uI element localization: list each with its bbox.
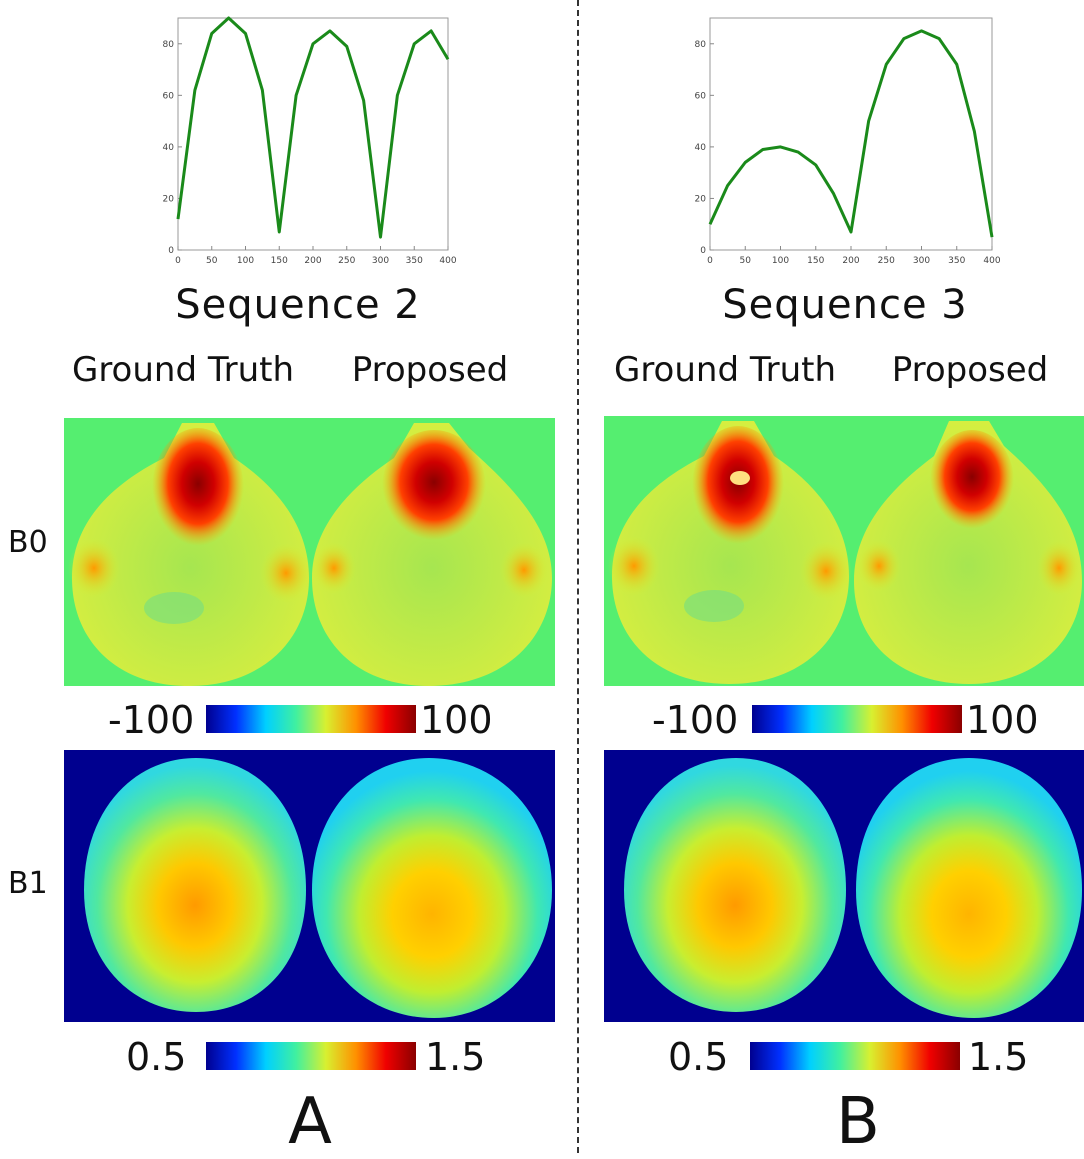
y-tick-label: 40 [163, 143, 175, 153]
y-tick-label: 20 [163, 194, 175, 204]
x-tick-label: 350 [948, 256, 965, 266]
x-tick-label: 150 [271, 256, 288, 266]
b0-field-map-a [64, 418, 555, 686]
panel-divider [577, 0, 579, 1153]
proposed-b1-slice [312, 758, 552, 1018]
x-tick-label: 200 [842, 256, 859, 266]
plot-frame [709, 17, 993, 251]
ground-truth-label-a: Ground Truth [71, 350, 295, 390]
proposed-label-b: Proposed [891, 350, 1049, 390]
x-tick-label: 150 [807, 256, 824, 266]
x-tick-label: 250 [878, 256, 895, 266]
x-tick-label: 300 [372, 256, 389, 266]
b0-colorbar-a [206, 705, 416, 733]
b1-colorbar-min-b: 0.5 [668, 1035, 729, 1079]
ground-truth-label-b: Ground Truth [613, 350, 837, 390]
b0-colorbar-min-a: -100 [108, 698, 195, 742]
proposed-b0-slice [854, 421, 1082, 684]
ground-truth-b1-slice [84, 758, 306, 1012]
x-tick-label: 100 [772, 256, 789, 266]
b0-colorbar-max-b: 100 [966, 698, 1039, 742]
flip-angle-series-line [708, 29, 994, 238]
y-tick-label: 20 [695, 194, 707, 204]
ground-truth-b1-slice [624, 758, 846, 1012]
b1-field-map-a [64, 750, 555, 1022]
x-tick-label: 0 [175, 256, 181, 266]
b0-row-label: B0 [8, 525, 48, 560]
sequence-3-flip-angle-plot: 0 50 100 150 200 250 300 350 400 0 20 40 60 80 [695, 17, 1001, 266]
proposed-b1-slice [856, 758, 1082, 1018]
x-tick-label: 400 [439, 256, 456, 266]
x-tick-label: 300 [913, 256, 930, 266]
y-tick-label: 0 [700, 246, 706, 256]
b1-row-label: B1 [8, 866, 48, 901]
x-tick-label: 50 [740, 256, 752, 266]
b1-colorbar-min-a: 0.5 [126, 1035, 187, 1079]
y-tick-label: 60 [163, 91, 175, 101]
b1-colorbar-max-a: 1.5 [425, 1035, 486, 1079]
y-tick-label: 80 [695, 40, 707, 50]
b0-colorbar-max-a: 100 [420, 698, 493, 742]
ground-truth-b0-slice [608, 421, 852, 684]
x-tick-label: 250 [338, 256, 355, 266]
y-tick-label: 40 [695, 143, 707, 153]
sequence-3-title: Sequence 3 [722, 282, 968, 328]
ground-truth-b0-slice [68, 423, 312, 686]
x-tick-label: 400 [983, 256, 1000, 266]
y-tick-label: 80 [163, 40, 175, 50]
x-tick-label: 0 [707, 256, 713, 266]
proposed-label-a: Proposed [351, 350, 509, 390]
proposed-b0-slice [312, 423, 552, 686]
b0-field-map-b [604, 416, 1084, 686]
flip-angle-series-line [176, 16, 450, 239]
b1-colorbar-b [750, 1042, 960, 1070]
plot-frame [177, 17, 449, 251]
x-tick-label: 350 [406, 256, 423, 266]
sequence-2-flip-angle-plot: 0 50 100 150 200 250 300 350 400 0 20 40 60 80 [163, 16, 457, 266]
y-tick-label: 60 [695, 91, 707, 101]
x-tick-label: 100 [237, 256, 254, 266]
y-tick-label: 0 [168, 246, 174, 256]
panel-label-a: A [288, 1085, 332, 1159]
x-tick-label: 200 [304, 256, 321, 266]
b0-colorbar-b [752, 705, 962, 733]
b0-colorbar-min-b: -100 [652, 698, 739, 742]
sequence-2-title: Sequence 2 [175, 282, 421, 328]
b1-colorbar-max-b: 1.5 [968, 1035, 1029, 1079]
b1-colorbar-a [206, 1042, 416, 1070]
b1-field-map-b [604, 750, 1084, 1022]
panel-label-b: B [836, 1085, 880, 1159]
x-tick-label: 50 [206, 256, 218, 266]
